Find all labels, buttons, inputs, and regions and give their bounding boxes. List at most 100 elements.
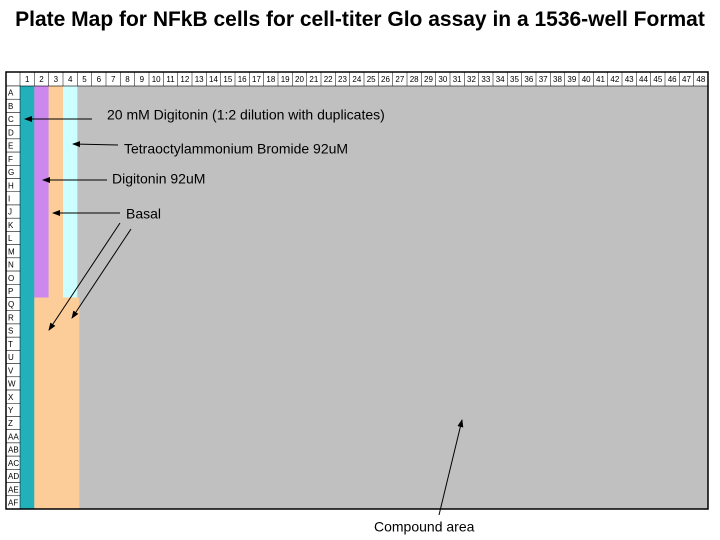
well-region: [20, 86, 35, 509]
arrow: [72, 141, 119, 148]
arrow: [71, 228, 132, 319]
column-label: 22: [324, 75, 333, 84]
column-label: 28: [410, 75, 419, 84]
column-label: 43: [625, 75, 634, 84]
row-label: Q: [8, 300, 14, 309]
row-label: C: [8, 115, 14, 124]
column-label: 12: [180, 75, 189, 84]
annotation: Compound area: [374, 519, 475, 535]
column-label: 5: [82, 75, 87, 84]
column-label: 11: [166, 75, 175, 84]
column-label: 48: [696, 75, 705, 84]
column-label: 20: [295, 75, 304, 84]
row-label: X: [8, 393, 14, 402]
annotation: 20 mM Digitonin (1:2 dilution with dupli…: [107, 107, 385, 123]
column-label: 8: [125, 75, 130, 84]
column-label: 34: [496, 75, 505, 84]
row-label: V: [8, 366, 14, 375]
row-label: E: [8, 142, 13, 151]
column-label: 42: [610, 75, 619, 84]
plate-border: [5, 71, 709, 510]
column-label: 4: [68, 75, 73, 84]
column-label: 17: [252, 75, 261, 84]
row-label: H: [8, 181, 14, 190]
row-label: S: [8, 327, 13, 336]
column-label: 47: [682, 75, 691, 84]
title: Plate Map for NFkB cells for cell-titer …: [15, 8, 705, 31]
column-label: 21: [309, 75, 318, 84]
grid: 1 2 3 4 5 6 7 8 9 10 11 12 13 14 15 16 17 18 19 20 21 22 23 24 2…: [5, 71, 709, 510]
annotation: Tetraoctylammonium Bromide 92uM: [124, 141, 348, 157]
column-label: 18: [266, 75, 275, 84]
row-label: AE: [8, 485, 19, 494]
row-label: R: [8, 313, 14, 322]
row-label: W: [8, 380, 16, 389]
row-label: U: [8, 353, 14, 362]
column-label: 32: [467, 75, 476, 84]
column-label: 29: [424, 75, 433, 84]
row-label: N: [8, 261, 14, 270]
column-label: 31: [453, 75, 462, 84]
well-region: [48, 86, 63, 298]
well-region: [34, 86, 49, 298]
row-label: G: [8, 168, 14, 177]
column-label: 13: [195, 75, 204, 84]
annotation: Digitonin 92uM: [112, 171, 205, 187]
column-label: 35: [510, 75, 519, 84]
column-label: 7: [111, 75, 116, 84]
row-label: D: [8, 128, 14, 137]
column-label: 38: [553, 75, 562, 84]
column-label: 27: [395, 75, 404, 84]
column-label: 37: [539, 75, 548, 84]
column-label: 19: [281, 75, 290, 84]
row-label: I: [8, 194, 10, 203]
column-label: 30: [438, 75, 447, 84]
column-label: 15: [223, 75, 232, 84]
column-label: 24: [352, 75, 361, 84]
well-region: [34, 297, 80, 509]
column-label: 44: [639, 75, 648, 84]
column-label: 9: [140, 75, 145, 84]
column-label: 2: [39, 75, 44, 84]
row-label: AB: [8, 446, 19, 455]
row-label: AC: [8, 459, 19, 468]
compound-area: [20, 86, 708, 509]
row-label: AA: [8, 432, 19, 441]
column-label: 10: [152, 75, 161, 84]
column-label: 45: [653, 75, 662, 84]
arrows: [24, 116, 464, 516]
annotation: Basal: [126, 206, 161, 222]
column-label: 16: [238, 75, 247, 84]
row-label: Y: [8, 406, 14, 415]
well-region: [63, 86, 78, 298]
row-label: AD: [8, 472, 19, 481]
column-label: 46: [668, 75, 677, 84]
column-label: 3: [54, 75, 59, 84]
column-label: 36: [524, 75, 533, 84]
column-label: 41: [596, 75, 605, 84]
column-label: 14: [209, 75, 218, 84]
row-label: L: [8, 234, 13, 243]
row-label: F: [8, 155, 13, 164]
column-label: 33: [481, 75, 490, 84]
column-label: 25: [367, 75, 376, 84]
row-label: Z: [8, 419, 13, 428]
row-label: B: [8, 102, 13, 111]
column-label: 23: [338, 75, 347, 84]
column-label: 6: [97, 75, 102, 84]
column-label: 39: [567, 75, 576, 84]
row-label: M: [8, 247, 15, 256]
row-label: AF: [8, 499, 18, 508]
arrow: [48, 222, 121, 331]
column-label: 40: [582, 75, 591, 84]
row-label: J: [8, 208, 12, 217]
row-label: P: [8, 287, 13, 296]
row-label: A: [8, 89, 14, 98]
column-label: 26: [381, 75, 390, 84]
row-label: O: [8, 274, 14, 283]
arrow: [438, 419, 464, 516]
row-label: T: [8, 340, 13, 349]
column-label: 1: [25, 75, 30, 84]
